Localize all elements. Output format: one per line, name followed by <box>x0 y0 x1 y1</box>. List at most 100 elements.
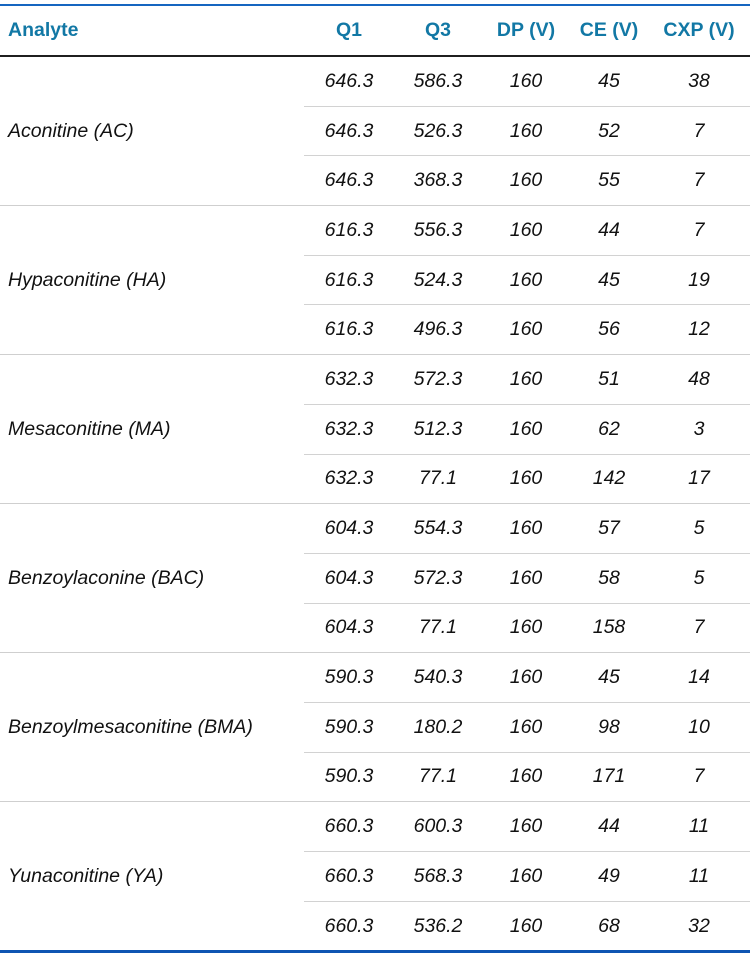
table-row: Yunaconitine (YA) 660.3 600.3 160 44 11 <box>0 801 750 951</box>
value-cell: 77.1 <box>394 602 482 653</box>
value-cell: 160 <box>482 55 570 107</box>
value-cell: 5 <box>648 503 750 554</box>
value-cell: 19 <box>648 254 750 305</box>
value-cell: 45 <box>570 55 648 107</box>
value-cell: 171 <box>570 751 648 802</box>
value-cell: 616.3 <box>304 304 394 355</box>
value-cell: 660.3 <box>304 801 394 852</box>
value-cell: 11 <box>648 801 750 852</box>
analyte-name: Aconitine (AC) <box>0 55 304 206</box>
column-header-q3: Q3 <box>394 6 482 57</box>
value-cell: 632.3 <box>304 403 394 454</box>
value-cell: 160 <box>482 304 570 355</box>
column-header-dp: DP (V) <box>482 6 570 57</box>
value-cell: 7 <box>648 105 750 156</box>
value-cell: 590.3 <box>304 701 394 753</box>
value-cell: 160 <box>482 205 570 256</box>
value-cell: 45 <box>570 652 648 703</box>
value-cell: 10 <box>648 701 750 753</box>
table-row: 646.3 526.3 160 52 7 <box>0 105 750 156</box>
value-cell: 660.3 <box>304 851 394 902</box>
value-cell: 14 <box>648 652 750 703</box>
table-body: Aconitine (AC) 646.3 586.3 160 45 38 646.3 526.… <box>0 55 750 951</box>
ms-parameters-table: Analyte Q1 Q3 DP (V) CE (V) CXP (V) Acon… <box>0 6 750 951</box>
value-cell: 556.3 <box>394 205 482 256</box>
value-cell: 616.3 <box>304 205 394 256</box>
value-cell: 7 <box>648 205 750 256</box>
value-cell: 524.3 <box>394 254 482 305</box>
value-cell: 568.3 <box>394 851 482 902</box>
column-header-q1: Q1 <box>304 6 394 57</box>
value-cell: 616.3 <box>304 254 394 305</box>
value-cell: 632.3 <box>304 354 394 405</box>
table-row: 660.3 568.3 160 49 11 <box>0 851 750 902</box>
value-cell: 5 <box>648 552 750 604</box>
value-cell: 572.3 <box>394 354 482 405</box>
value-cell: 160 <box>482 403 570 454</box>
value-cell: 160 <box>482 552 570 604</box>
value-cell: 49 <box>570 851 648 902</box>
value-cell: 158 <box>570 602 648 653</box>
value-cell: 160 <box>482 453 570 504</box>
value-cell: 7 <box>648 155 750 206</box>
table-header: Analyte Q1 Q3 DP (V) CE (V) CXP (V) <box>0 6 750 57</box>
column-header-cxp: CXP (V) <box>648 6 750 57</box>
table-row: Benzoylmesaconitine (BMA) 590.3 540.3 160 45… <box>0 652 750 802</box>
value-cell: 98 <box>570 701 648 753</box>
value-cell: 77.1 <box>394 453 482 504</box>
value-cell: 586.3 <box>394 55 482 107</box>
analyte-name: Hypaconitine (HA) <box>0 205 304 355</box>
value-cell: 160 <box>482 701 570 753</box>
header-row: Analyte Q1 Q3 DP (V) CE (V) CXP (V) <box>0 6 750 57</box>
value-cell: 3 <box>648 403 750 454</box>
value-cell: 77.1 <box>394 751 482 802</box>
value-cell: 660.3 <box>304 900 394 951</box>
table-row: Benzoylaconine (BAC) 604.3 554.3 160 57 5 <box>0 503 750 653</box>
value-cell: 540.3 <box>394 652 482 703</box>
value-cell: 160 <box>482 751 570 802</box>
value-cell: 646.3 <box>304 155 394 206</box>
value-cell: 7 <box>648 751 750 802</box>
value-cell: 38 <box>648 55 750 107</box>
analyte-name: Yunaconitine (YA) <box>0 801 304 951</box>
table-row: 632.3 77.1 160 142 17 <box>0 453 750 504</box>
value-cell: 160 <box>482 652 570 703</box>
table-row: 646.3 368.3 160 55 7 <box>0 155 750 206</box>
column-header-analyte: Analyte <box>0 6 304 57</box>
table-row: 604.3 572.3 160 58 5 <box>0 552 750 604</box>
value-cell: 11 <box>648 851 750 902</box>
analyte-name: Benzoylmesaconitine (BMA) <box>0 652 304 802</box>
value-cell: 68 <box>570 900 648 951</box>
value-cell: 7 <box>648 602 750 653</box>
value-cell: 17 <box>648 453 750 504</box>
value-cell: 368.3 <box>394 155 482 206</box>
value-cell: 526.3 <box>394 105 482 156</box>
value-cell: 536.2 <box>394 900 482 951</box>
value-cell: 55 <box>570 155 648 206</box>
value-cell: 160 <box>482 851 570 902</box>
table-row: 616.3 524.3 160 45 19 <box>0 254 750 305</box>
value-cell: 632.3 <box>304 453 394 504</box>
value-cell: 160 <box>482 254 570 305</box>
value-cell: 572.3 <box>394 552 482 604</box>
value-cell: 160 <box>482 602 570 653</box>
value-cell: 604.3 <box>304 602 394 653</box>
column-header-ce: CE (V) <box>570 6 648 57</box>
value-cell: 554.3 <box>394 503 482 554</box>
value-cell: 52 <box>570 105 648 156</box>
value-cell: 44 <box>570 205 648 256</box>
analyte-name: Benzoylaconine (BAC) <box>0 503 304 653</box>
table-row: Hypaconitine (HA) 616.3 556.3 160 44 7 <box>0 205 750 355</box>
value-cell: 160 <box>482 354 570 405</box>
value-cell: 45 <box>570 254 648 305</box>
value-cell: 32 <box>648 900 750 951</box>
table-row: 590.3 77.1 160 171 7 <box>0 751 750 802</box>
value-cell: 62 <box>570 403 648 454</box>
value-cell: 512.3 <box>394 403 482 454</box>
value-cell: 57 <box>570 503 648 554</box>
value-cell: 604.3 <box>304 503 394 554</box>
value-cell: 142 <box>570 453 648 504</box>
value-cell: 180.2 <box>394 701 482 753</box>
value-cell: 646.3 <box>304 105 394 156</box>
value-cell: 600.3 <box>394 801 482 852</box>
